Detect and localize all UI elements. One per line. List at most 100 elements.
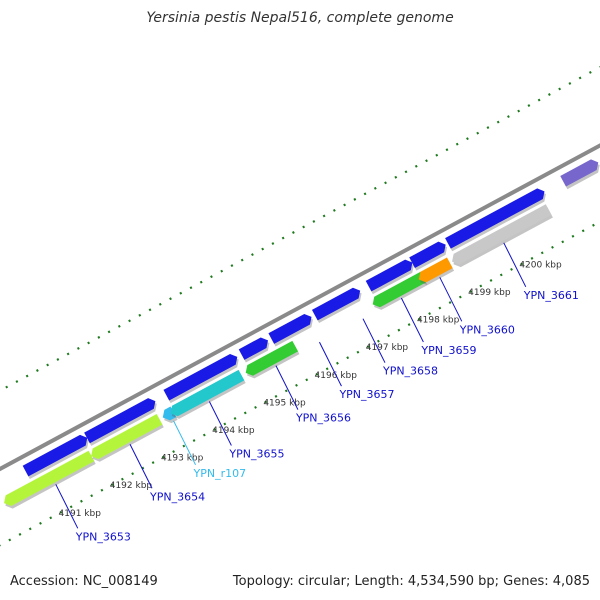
ruler-dot	[305, 378, 309, 382]
accession-text: Accession: NC_008149	[10, 574, 158, 589]
ruler-dot	[107, 330, 111, 334]
ruler-tick-label: 4198 kbp	[417, 316, 460, 326]
ruler-dot	[499, 273, 503, 277]
ruler-dot	[80, 499, 83, 503]
ruler-dot	[264, 400, 268, 404]
gene-label-ypn_3661[interactable]: YPN_3661	[523, 289, 579, 302]
cds-forward	[22, 434, 88, 477]
backbone-track	[0, 143, 600, 472]
gene-label-ypn_3658[interactable]: YPN_3658	[382, 365, 438, 378]
ruler-dot	[5, 385, 9, 389]
ruler-tick-label: 4194 kbp	[212, 426, 255, 436]
cds-forward	[445, 188, 545, 249]
ruler-dot	[28, 527, 32, 531]
ruler-dot	[397, 328, 401, 332]
ruler-dot	[448, 301, 452, 304]
cds-reverse	[372, 271, 427, 308]
ruler-dot	[343, 203, 346, 207]
gene-label-ypn_3654[interactable]: YPN_3654	[149, 490, 205, 503]
ruler-dot	[458, 295, 462, 299]
ruler-dot	[76, 346, 80, 350]
ruler-dot	[435, 153, 439, 157]
ruler-dot	[387, 334, 391, 338]
cds-forward	[560, 159, 599, 187]
gene-label-ypn_3657[interactable]: YPN_3657	[338, 388, 394, 401]
ruler-dot	[274, 394, 278, 398]
ruler-dot	[199, 280, 203, 284]
ruler-dot	[540, 251, 544, 255]
gene-leader-line	[208, 401, 232, 446]
cds-forward	[268, 313, 312, 344]
ruler-dot	[182, 444, 186, 448]
ruler-dot	[15, 380, 19, 383]
gene-label-ypn_3655[interactable]: YPN_3655	[228, 447, 284, 460]
ruler-dot	[151, 461, 155, 465]
ruler-dot	[291, 231, 295, 234]
gene-label-ypn_3656[interactable]: YPN_3656	[295, 412, 351, 425]
cds-forward	[311, 287, 361, 321]
gene-label-ypn_3653[interactable]: YPN_3653	[75, 530, 131, 543]
ruler-dot	[561, 240, 565, 244]
ruler-dot	[417, 317, 421, 321]
ruler-tick-label: 4199 kbp	[468, 288, 511, 298]
ruler-dot	[507, 115, 510, 119]
ruler-dot	[363, 192, 367, 196]
ruler-tick-label: 4193 kbp	[161, 454, 204, 464]
ruler-dot	[120, 477, 124, 481]
ruler-dot	[35, 369, 39, 372]
ruler-dot	[271, 242, 275, 245]
ruler-dot	[469, 290, 472, 293]
genome-summary-text: Topology: circular; Length: 4,534,590 bp…	[232, 574, 590, 589]
ruler-dot	[407, 323, 411, 327]
ruler-dot	[223, 422, 227, 426]
cds-forward	[84, 398, 156, 444]
ruler-dot	[312, 220, 316, 223]
ruler-dot	[179, 291, 183, 295]
ruler-dot	[547, 93, 551, 96]
ruler-dot	[336, 361, 339, 365]
ruler-tick-label: 4200 kbp	[519, 260, 562, 270]
cds-reverse	[452, 204, 552, 265]
ruler-dot	[404, 170, 408, 174]
ruler-dot	[496, 120, 500, 124]
ruler-dot	[568, 82, 572, 85]
gene-leader-line	[55, 484, 79, 529]
cds-forward	[365, 259, 413, 292]
ruler-dot	[59, 510, 63, 514]
ruler-tick-label: 4192 kbp	[110, 481, 153, 491]
gene-label-ypn_r107[interactable]: YPN_r107	[193, 467, 247, 480]
ruler-dot	[438, 306, 442, 310]
ruler-dot	[213, 428, 216, 431]
ruler-dot	[169, 297, 172, 301]
gene-label-ypn_3660[interactable]: YPN_3660	[459, 323, 515, 336]
ruler-dot	[537, 98, 541, 102]
cds-forward	[238, 337, 269, 360]
ruler-dot	[520, 262, 524, 266]
ruler-dot	[49, 516, 53, 520]
ruler-dot	[476, 131, 480, 135]
ruler-dot	[527, 104, 531, 107]
ruler-dot	[302, 225, 306, 229]
ruler-dot	[394, 175, 398, 179]
ruler-dot	[428, 312, 432, 316]
gene-leader-line	[173, 420, 196, 466]
ruler-dot	[581, 229, 585, 233]
ruler-ticks: 4191 kbp 4192 kbp 4193 kbp 4194 kbp 4195 kbp…	[59, 260, 562, 518]
ruler-dot	[210, 275, 213, 279]
ruler-dot	[373, 186, 377, 190]
ruler-dot	[346, 356, 350, 360]
ruler-dot	[172, 450, 176, 454]
ruler-dot	[25, 374, 29, 378]
forward-strand-track	[22, 159, 600, 479]
ruler-dot	[322, 214, 326, 218]
cds-reverse	[162, 406, 177, 421]
ruler-dot	[366, 345, 370, 349]
gene-label-ypn_3659[interactable]: YPN_3659	[420, 344, 476, 357]
ruler-dot	[18, 532, 22, 536]
cds-forward	[409, 241, 446, 268]
gene-leader-line	[400, 297, 424, 343]
ruler-dot	[588, 70, 592, 74]
ruler-dot	[46, 363, 50, 367]
ruler-dot	[489, 279, 493, 282]
